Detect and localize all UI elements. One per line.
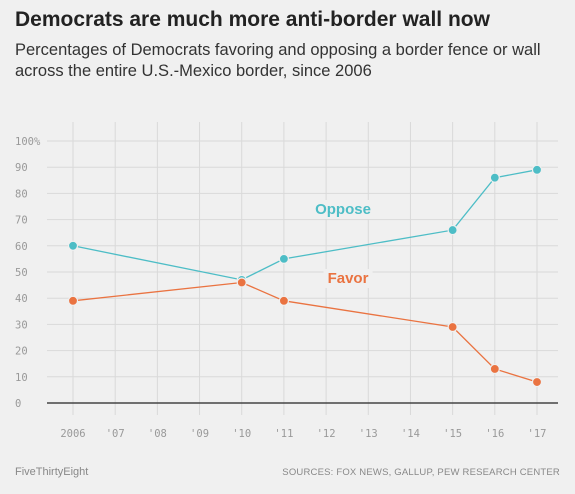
chart-subtitle: Percentages of Democrats favoring and op… xyxy=(15,41,541,80)
oppose-data-point xyxy=(531,164,543,175)
x-tick-label: '08 xyxy=(148,428,167,440)
favor-label-background xyxy=(323,269,373,288)
x-tick-label: '09 xyxy=(190,428,209,440)
favor-data-point xyxy=(489,363,500,375)
x-tick-label: '10 xyxy=(232,428,251,440)
y-tick-label: 20 xyxy=(15,346,28,358)
favor-data-point xyxy=(278,295,290,306)
footer-sources: SOURCES: FOX NEWS, GALLUP, PEW RESEARCH … xyxy=(282,467,560,478)
label-layer: Oppose Favor xyxy=(311,200,375,288)
y-tick-label: 100% xyxy=(15,136,41,148)
x-tick-label: 2006 xyxy=(60,428,85,440)
x-tick-label: '13 xyxy=(359,428,378,440)
oppose-data-point xyxy=(447,224,458,236)
grid-layer xyxy=(47,122,558,415)
favor-data-point xyxy=(531,376,543,388)
footer-brand: FiveThirtyEight xyxy=(15,466,89,478)
y-tick-label: 30 xyxy=(15,319,28,331)
x-tick-label: '17 xyxy=(528,428,547,440)
oppose-label-background xyxy=(311,200,375,219)
oppose-data-point xyxy=(67,240,79,251)
y-tick-label: 40 xyxy=(15,293,28,305)
y-tick-label: 70 xyxy=(15,215,28,227)
favor-data-point xyxy=(236,277,247,288)
y-tick-label: 0 xyxy=(15,398,21,410)
y-tick-label: 80 xyxy=(15,188,28,200)
x-tick-label: '11 xyxy=(274,428,293,440)
favor-series-line xyxy=(72,281,538,383)
series-layer xyxy=(67,164,543,388)
x-tick-label: '07 xyxy=(106,428,125,440)
x-tick-label: '16 xyxy=(485,428,504,440)
y-tick-label: 10 xyxy=(15,372,28,384)
axis-layer: 0 10 20 30 40 50 60 70 80 90 100% 2006 '07 '08 '09 '10 '… xyxy=(15,136,558,440)
y-tick-label: 90 xyxy=(15,162,28,174)
oppose-series-label: Oppose xyxy=(315,201,371,218)
y-tick-label: 50 xyxy=(15,267,28,279)
oppose-series-line xyxy=(72,169,538,281)
favor-series-label: Favor xyxy=(328,270,369,287)
x-tick-label: '15 xyxy=(443,428,462,440)
chart-title: Democrats are much more anti-border wall… xyxy=(15,8,490,31)
favor-data-point xyxy=(447,321,458,333)
oppose-data-point xyxy=(278,253,290,264)
favor-data-point xyxy=(67,295,79,306)
y-tick-label: 60 xyxy=(15,241,28,253)
x-tick-label: '14 xyxy=(401,428,420,440)
oppose-data-point xyxy=(489,172,500,183)
x-tick-label: '12 xyxy=(317,428,336,440)
